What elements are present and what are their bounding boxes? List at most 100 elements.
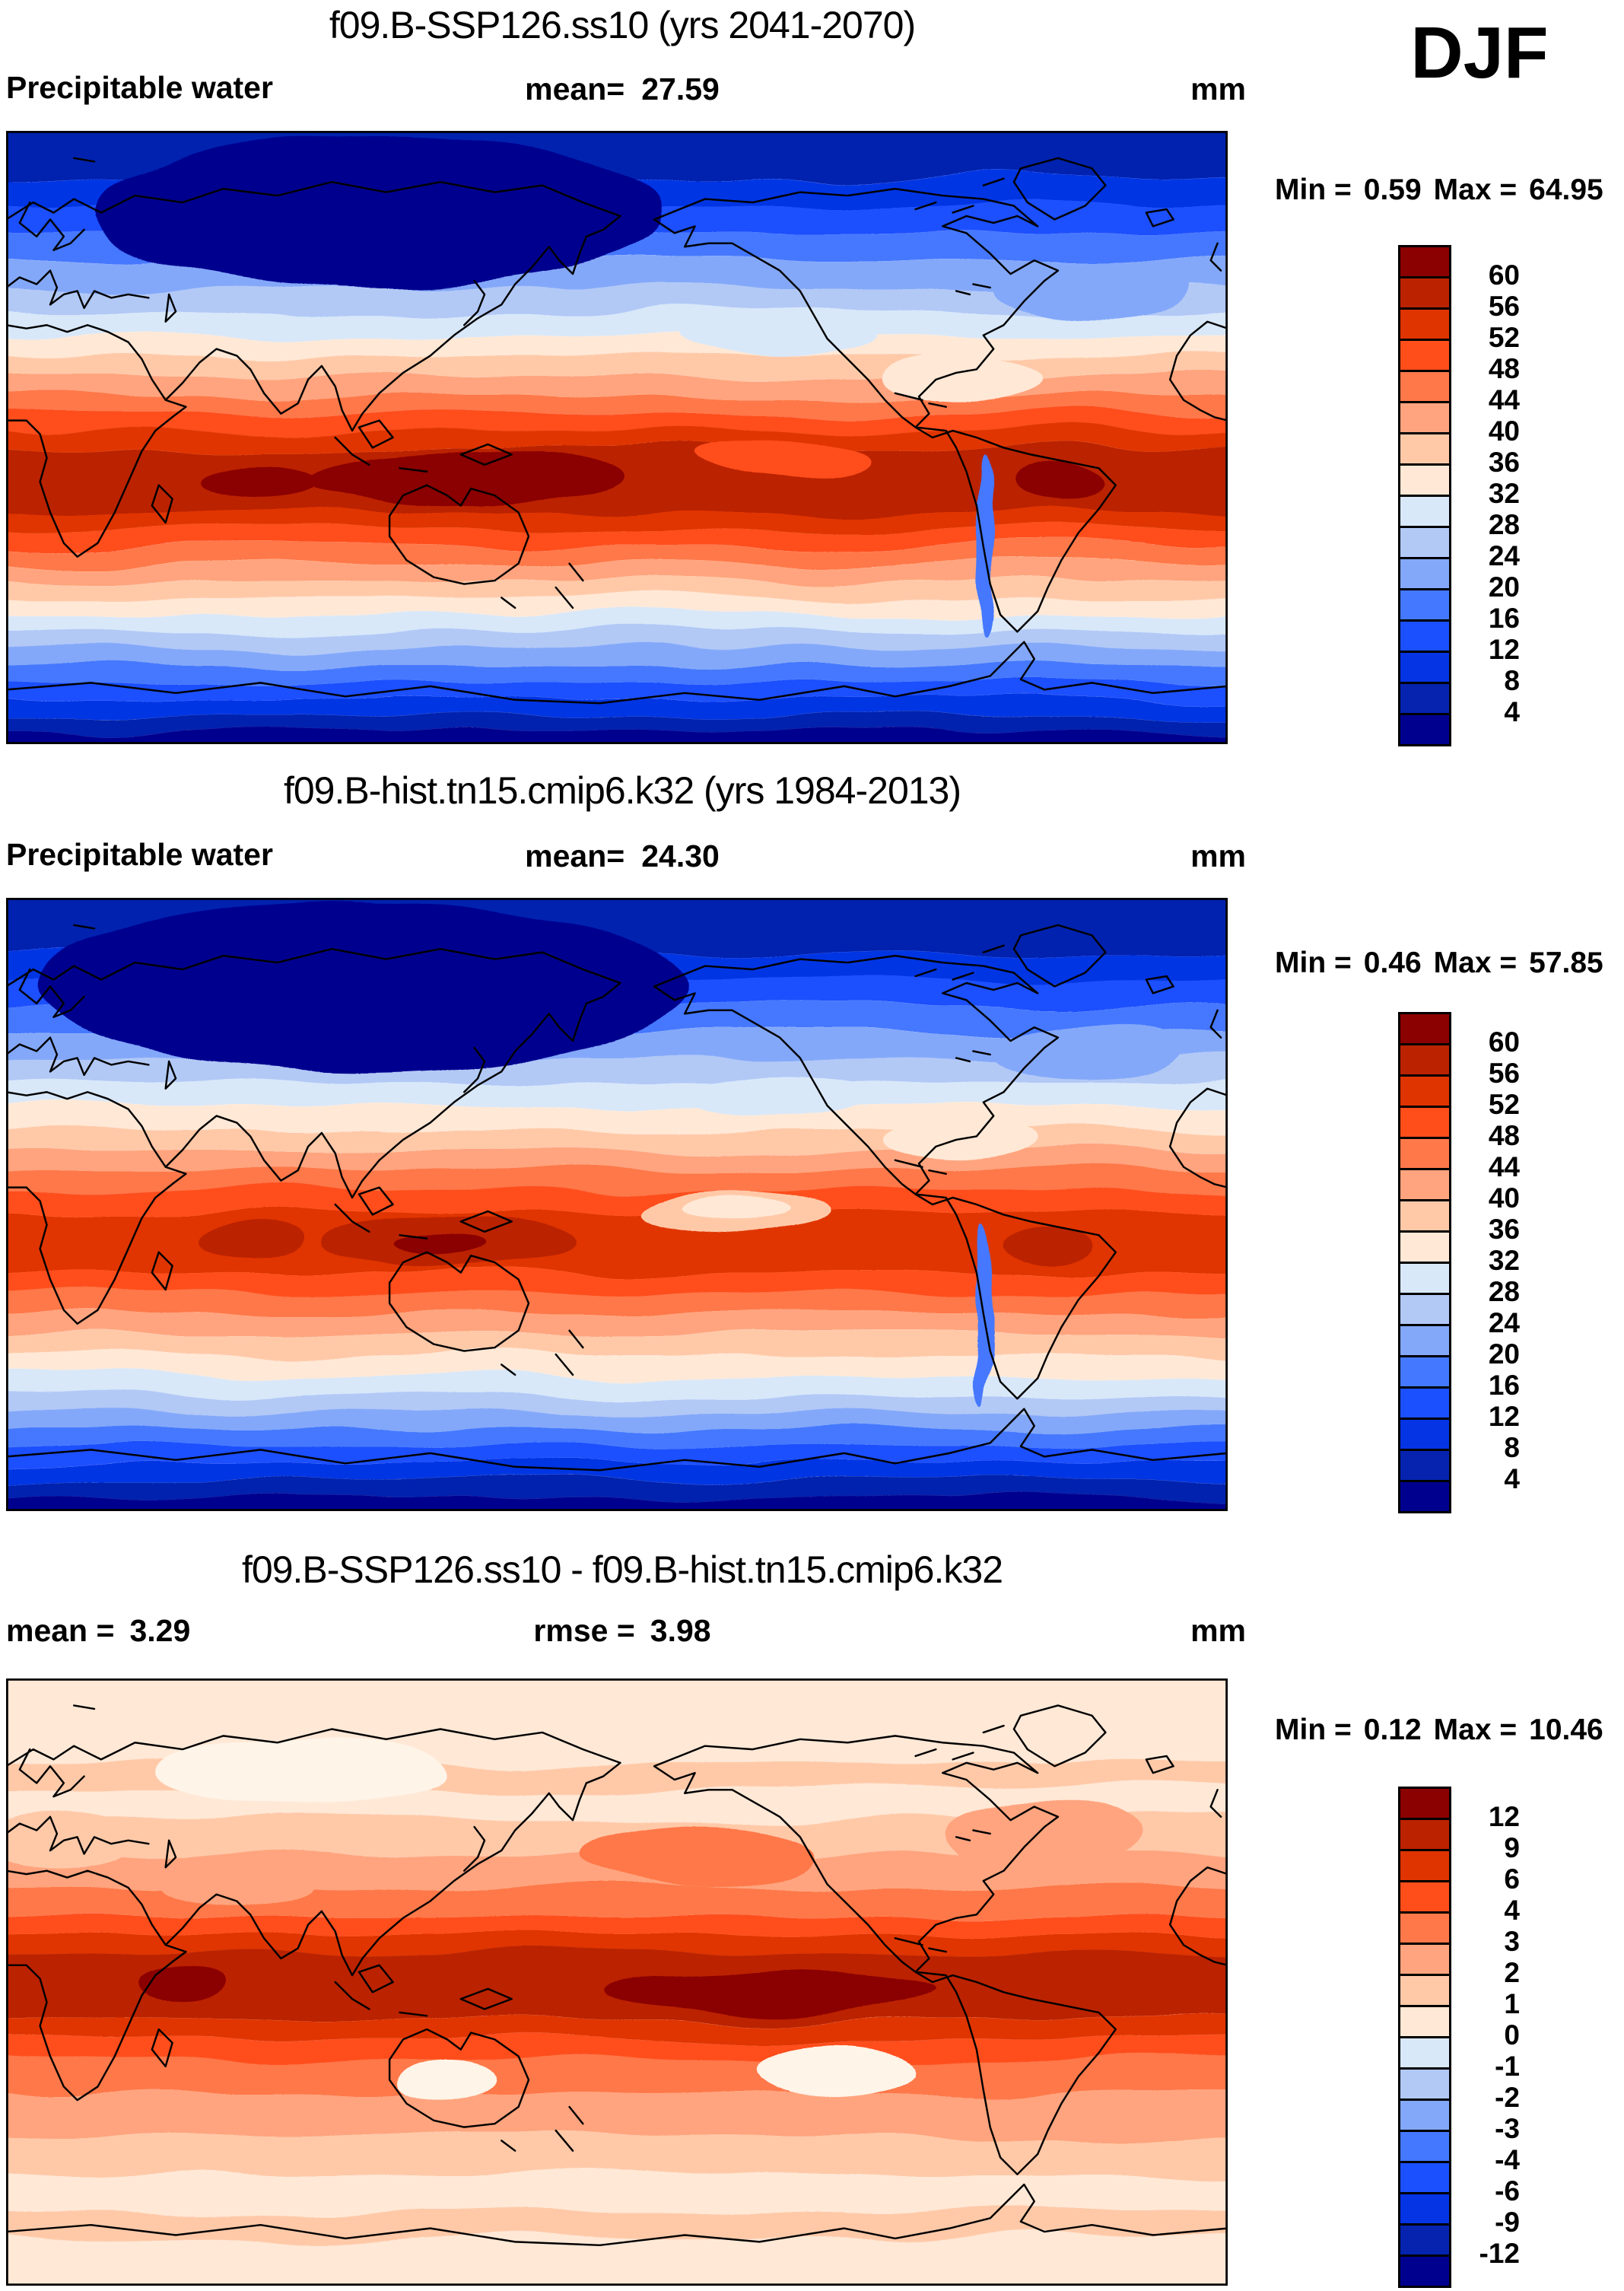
colorbar-segment	[1398, 1449, 1451, 1482]
mean-value: 3.29	[129, 1613, 191, 1648]
contour-band	[6, 730, 1228, 744]
contour-field	[6, 1678, 1228, 2286]
colorbar-segment	[1398, 1168, 1451, 1201]
mean-label: mean =	[6, 1613, 115, 1648]
colorbar-segment	[1398, 1324, 1451, 1357]
contour-blob	[881, 352, 1045, 400]
contour-band	[6, 1150, 1228, 1171]
colorbar-segment	[1398, 370, 1451, 403]
colorbar-segment	[1398, 713, 1451, 746]
contour-band	[6, 1480, 1228, 1498]
units-label: mm	[1190, 838, 1246, 873]
contour-band	[6, 2059, 1228, 2094]
colorbar-segment	[1398, 432, 1451, 466]
colorbar-tick-label: 44	[1488, 384, 1520, 415]
minmax-row: Min = 0.12 Max = 10.46	[1275, 1713, 1603, 1747]
colorbar-tick-label: 28	[1488, 509, 1520, 540]
contour-blob	[678, 314, 882, 356]
contour-blob	[138, 1968, 227, 2003]
colorbar-segment	[1398, 2223, 1451, 2257]
colorbar-segment	[1398, 1012, 1451, 1045]
contour-band	[6, 614, 1228, 632]
colorbar-segment	[1398, 1262, 1451, 1295]
colorbar-segment	[1398, 1293, 1451, 1326]
min-value: 0.12	[1363, 1713, 1422, 1746]
colorbar-segment	[1398, 1849, 1451, 1882]
colorbar-segment	[1398, 1043, 1451, 1077]
colorbar-reference: 60 56 52 48 44 40 36 32 28 24 20 16 12 8 4	[1398, 1012, 1588, 1516]
contour-band	[6, 563, 1228, 581]
contour-band	[6, 1429, 1228, 1446]
colorbar-tick-label: 12	[1488, 1801, 1520, 1832]
colorbar-swatches	[1398, 1012, 1451, 1516]
colorbar-segment	[1398, 1230, 1451, 1264]
units-label: mm	[1190, 1613, 1246, 1648]
colorbar-tick-label: 12	[1488, 1401, 1520, 1432]
contour-blob	[996, 260, 1187, 315]
colorbar-swatches	[1398, 245, 1451, 749]
contour-band	[6, 396, 1228, 414]
contour-band	[6, 376, 1228, 397]
rmse-label: rmse =	[533, 1613, 635, 1648]
colorbar-tick-label: -2	[1495, 2082, 1520, 2113]
colorbar-tick-label: 44	[1488, 1151, 1520, 1182]
colorbar-segment	[1398, 2130, 1451, 2163]
colorbar-tick-label: 16	[1488, 603, 1520, 634]
max-value: 57.85	[1529, 947, 1603, 979]
contour-band	[6, 1374, 1228, 1395]
colorbar-tick-label: 40	[1488, 1182, 1520, 1214]
colorbar-segment	[1398, 1355, 1451, 1389]
contour-blob	[586, 1823, 818, 1885]
colorbar-segment	[1398, 1137, 1451, 1170]
contour-band	[6, 1272, 1228, 1293]
contour-band	[6, 1497, 1228, 1511]
colorbar-swatches	[1398, 1787, 1451, 2290]
max-value: 10.46	[1529, 1713, 1603, 1746]
contour-band	[6, 1395, 1228, 1413]
panel-title: f09.B-SSP126.ss10 - f09.B-hist.tn15.cmip…	[242, 1548, 1003, 1591]
colorbar-segment	[1398, 307, 1451, 341]
contour-band	[6, 413, 1228, 431]
colorbar-segment	[1398, 588, 1451, 622]
colorbar-tick-label: 48	[1488, 1120, 1520, 1151]
map-frame	[6, 898, 1228, 1511]
contour-band	[6, 666, 1228, 683]
panel-title: f09.B-hist.tn15.cmip6.k32 (yrs 1984-2013…	[283, 769, 961, 812]
colorbar-tick-label: 8	[1504, 1432, 1520, 1463]
colorbar-segment	[1398, 401, 1451, 434]
contour-band	[6, 2238, 1228, 2286]
map-reference	[6, 898, 1228, 1511]
colorbar-segment	[1398, 526, 1451, 559]
colorbar-case: 60 56 52 48 44 40 36 32 28 24 20 16 12 8 4	[1398, 245, 1588, 749]
contour-band	[6, 1129, 1228, 1150]
colorbar-tick-label: -3	[1495, 2113, 1520, 2144]
colorbar-tick-label: 2	[1504, 1957, 1520, 1988]
colorbar-segment	[1398, 557, 1451, 590]
contour-blob	[169, 1860, 319, 1901]
contour-blob	[162, 1739, 447, 1807]
contour-band	[6, 1354, 1228, 1375]
contour-band	[6, 1463, 1228, 1481]
units-label: mm	[1190, 72, 1246, 107]
colorbar-segment	[1398, 1911, 1451, 1945]
contour-band	[6, 699, 1228, 718]
contour-blob	[888, 1119, 1038, 1160]
colorbar-segment	[1398, 1106, 1451, 1139]
min-label: Min =	[1275, 173, 1352, 206]
variable-label: Precipitable water	[6, 837, 273, 872]
max-label: Max =	[1433, 947, 1518, 979]
colorbar-segment	[1398, 682, 1451, 715]
colorbar-tick-label: -4	[1495, 2144, 1520, 2175]
minmax-row: Min = 0.59 Max = 64.95	[1275, 173, 1603, 207]
contour-band	[6, 632, 1228, 649]
colorbar-tick-label: 60	[1488, 259, 1520, 291]
colorbar-segment	[1398, 1199, 1451, 1233]
contour-band	[6, 311, 1228, 336]
mean-row: mean= 24.30	[6, 838, 1238, 874]
colorbar-tick-label: 24	[1488, 540, 1520, 571]
contour-band	[6, 2211, 1228, 2238]
panel-title: f09.B-SSP126.ss10 (yrs 2041-2070)	[329, 4, 916, 46]
colorbar-tick-label: 20	[1488, 571, 1520, 603]
colorbar-tick-label: 32	[1488, 478, 1520, 509]
